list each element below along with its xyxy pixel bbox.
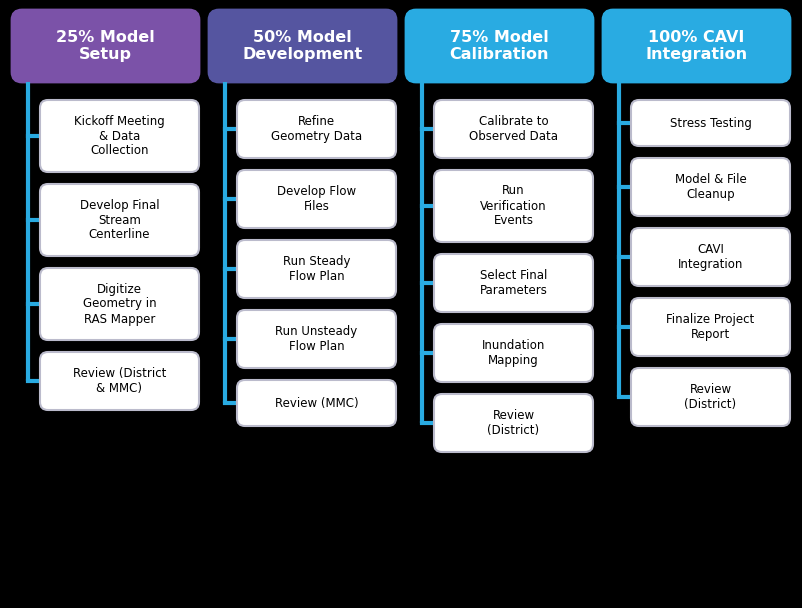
Text: Develop Flow
Files: Develop Flow Files: [277, 185, 356, 213]
Text: Select Final
Parameters: Select Final Parameters: [480, 269, 548, 297]
FancyBboxPatch shape: [40, 352, 199, 410]
FancyBboxPatch shape: [434, 254, 593, 312]
Text: 50% Model
Development: 50% Model Development: [242, 30, 363, 62]
Text: Refine
Geometry Data: Refine Geometry Data: [271, 115, 362, 143]
FancyBboxPatch shape: [237, 100, 396, 158]
Text: 100% CAVI
Integration: 100% CAVI Integration: [646, 30, 747, 62]
FancyBboxPatch shape: [209, 10, 396, 82]
Text: Run Steady
Flow Plan: Run Steady Flow Plan: [283, 255, 350, 283]
FancyBboxPatch shape: [237, 170, 396, 228]
FancyBboxPatch shape: [434, 324, 593, 382]
Text: Review (MMC): Review (MMC): [275, 396, 358, 410]
FancyBboxPatch shape: [237, 240, 396, 298]
Text: Review
(District): Review (District): [684, 383, 736, 411]
Text: Run
Verification
Events: Run Verification Events: [480, 184, 547, 227]
FancyBboxPatch shape: [631, 228, 790, 286]
Text: Calibrate to
Observed Data: Calibrate to Observed Data: [469, 115, 558, 143]
FancyBboxPatch shape: [237, 380, 396, 426]
Text: Inundation
Mapping: Inundation Mapping: [482, 339, 545, 367]
FancyBboxPatch shape: [40, 268, 199, 340]
FancyBboxPatch shape: [603, 10, 790, 82]
FancyBboxPatch shape: [631, 298, 790, 356]
FancyBboxPatch shape: [40, 100, 199, 172]
FancyBboxPatch shape: [434, 170, 593, 242]
FancyBboxPatch shape: [631, 368, 790, 426]
Text: Review (District
& MMC): Review (District & MMC): [73, 367, 166, 395]
Text: Model & File
Cleanup: Model & File Cleanup: [674, 173, 747, 201]
Text: Kickoff Meeting
& Data
Collection: Kickoff Meeting & Data Collection: [74, 114, 165, 157]
FancyBboxPatch shape: [434, 394, 593, 452]
FancyBboxPatch shape: [434, 100, 593, 158]
Text: Digitize
Geometry in
RAS Mapper: Digitize Geometry in RAS Mapper: [83, 283, 156, 325]
Text: Develop Final
Stream
Centerline: Develop Final Stream Centerline: [79, 198, 160, 241]
Text: Run Unsteady
Flow Plan: Run Unsteady Flow Plan: [275, 325, 358, 353]
FancyBboxPatch shape: [631, 158, 790, 216]
FancyBboxPatch shape: [406, 10, 593, 82]
Text: Review
(District): Review (District): [488, 409, 540, 437]
FancyBboxPatch shape: [631, 100, 790, 146]
Text: Finalize Project
Report: Finalize Project Report: [666, 313, 755, 341]
FancyBboxPatch shape: [237, 310, 396, 368]
Text: 25% Model
Setup: 25% Model Setup: [56, 30, 155, 62]
Text: 75% Model
Calibration: 75% Model Calibration: [450, 30, 549, 62]
FancyBboxPatch shape: [40, 184, 199, 256]
FancyBboxPatch shape: [12, 10, 199, 82]
Text: CAVI
Integration: CAVI Integration: [678, 243, 743, 271]
Text: Stress Testing: Stress Testing: [670, 117, 751, 130]
